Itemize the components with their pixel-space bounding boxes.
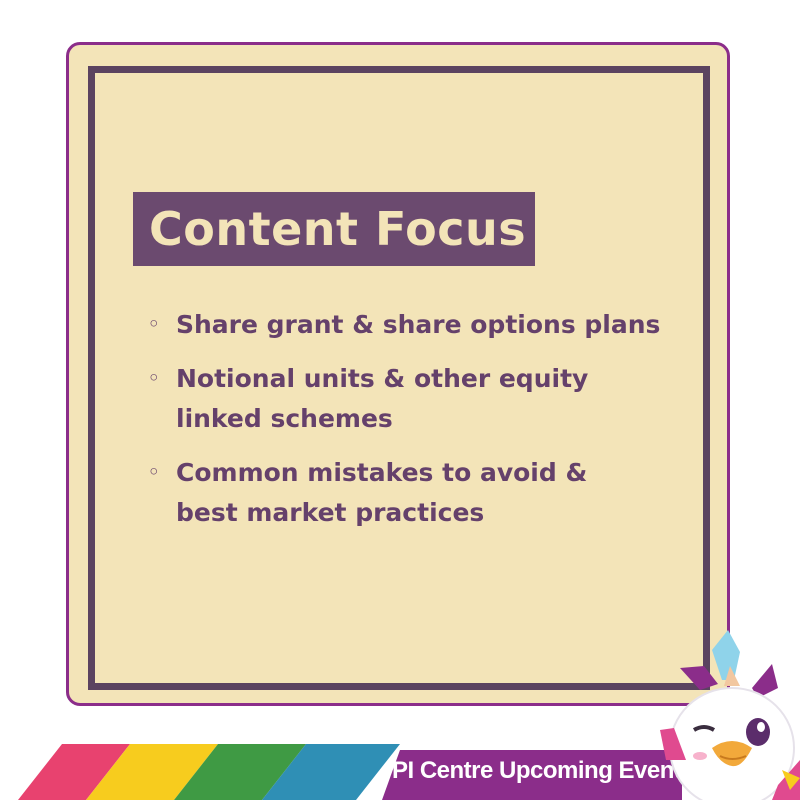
card-title: Content Focus xyxy=(149,202,527,256)
stripe-pink xyxy=(18,744,130,800)
bullet-marker: ◦ xyxy=(148,368,160,389)
bullet-item: ◦ Share grant & share options plans xyxy=(148,305,688,345)
bullet-text: Share grant & share options plans xyxy=(176,310,661,339)
title-box: Content Focus xyxy=(133,192,535,266)
bullet-list: ◦ Share grant & share options plans ◦ No… xyxy=(148,305,688,547)
rainbow-stripe xyxy=(18,744,400,800)
stripe-blue xyxy=(262,744,400,800)
bullet-item: ◦ Notional units & other equity linked s… xyxy=(148,359,688,439)
inner-frame xyxy=(88,66,710,690)
bullet-marker: ◦ xyxy=(148,314,160,335)
bullet-text: Common mistakes to avoid & best market p… xyxy=(176,458,588,527)
content-card xyxy=(66,42,730,706)
bullet-marker: ◦ xyxy=(148,462,160,483)
bullet-item: ◦ Common mistakes to avoid & best market… xyxy=(148,453,688,533)
event-banner xyxy=(382,750,682,800)
bullet-text: Notional units & other equity linked sch… xyxy=(176,364,589,433)
banner-text: PI Centre Upcoming Event xyxy=(392,757,682,784)
bird-mascot-icon xyxy=(660,630,800,800)
